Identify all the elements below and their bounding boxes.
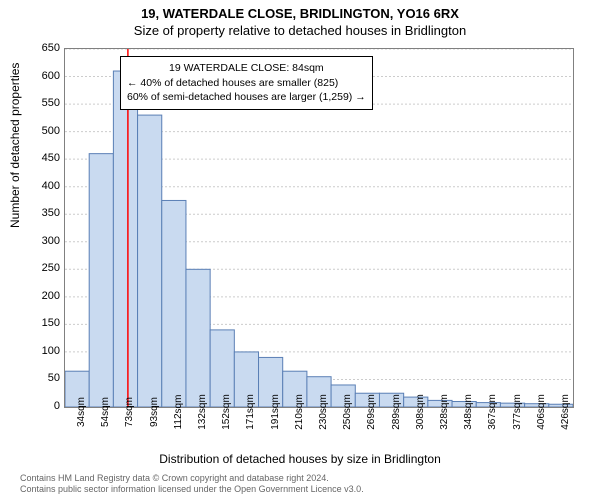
- y-tick: 300: [30, 235, 60, 247]
- x-tick: 191sqm: [270, 394, 281, 430]
- y-tick: 250: [30, 262, 60, 274]
- histogram-bar: [162, 200, 186, 407]
- y-tick: 500: [30, 125, 60, 137]
- y-tick: 150: [30, 317, 60, 329]
- x-tick: 93sqm: [149, 397, 160, 427]
- footer-attribution: Contains HM Land Registry data © Crown c…: [20, 473, 364, 496]
- histogram-bar: [89, 154, 113, 407]
- x-tick: 367sqm: [487, 394, 498, 430]
- y-tick: 200: [30, 290, 60, 302]
- annotation-line-3: 60% of semi-detached houses are larger (…: [127, 90, 366, 105]
- x-tick: 308sqm: [415, 394, 426, 430]
- annotation-line-1: 19 WATERDALE CLOSE: 84sqm: [127, 61, 366, 76]
- histogram-bar: [186, 269, 210, 407]
- y-tick: 350: [30, 207, 60, 219]
- y-tick: 550: [30, 97, 60, 109]
- x-tick: 132sqm: [197, 394, 208, 430]
- y-tick: 0: [30, 400, 60, 412]
- x-tick: 152sqm: [221, 394, 232, 430]
- page-address-title: 19, WATERDALE CLOSE, BRIDLINGTON, YO16 6…: [0, 0, 600, 21]
- x-tick: 230sqm: [318, 394, 329, 430]
- x-tick: 328sqm: [439, 394, 450, 430]
- y-tick: 650: [30, 42, 60, 54]
- x-tick: 377sqm: [512, 394, 523, 430]
- x-tick: 112sqm: [173, 395, 184, 430]
- y-tick: 400: [30, 180, 60, 192]
- page-subtitle: Size of property relative to detached ho…: [0, 21, 600, 38]
- histogram-bar: [113, 71, 137, 407]
- footer-line-1: Contains HM Land Registry data © Crown c…: [20, 473, 364, 485]
- y-tick: 600: [30, 70, 60, 82]
- x-tick: 406sqm: [536, 394, 547, 430]
- y-axis-label: Number of detached properties: [8, 63, 22, 228]
- y-tick: 450: [30, 152, 60, 164]
- x-tick: 54sqm: [100, 397, 111, 427]
- x-axis-label: Distribution of detached houses by size …: [0, 452, 600, 466]
- x-tick: 171sqm: [245, 394, 256, 430]
- marker-annotation-box: 19 WATERDALE CLOSE: 84sqm ← 40% of detac…: [120, 56, 373, 110]
- histogram-bar: [138, 115, 162, 407]
- x-tick: 73sqm: [124, 397, 135, 427]
- x-tick: 210sqm: [294, 394, 305, 430]
- annotation-line-2: ← 40% of detached houses are smaller (82…: [127, 76, 366, 91]
- x-tick: 348sqm: [463, 394, 474, 430]
- y-tick: 100: [30, 345, 60, 357]
- x-tick: 269sqm: [366, 394, 377, 430]
- x-tick: 289sqm: [391, 394, 402, 430]
- x-tick: 426sqm: [560, 394, 571, 430]
- y-tick: 50: [30, 372, 60, 384]
- x-tick: 250sqm: [342, 394, 353, 430]
- x-tick: 34sqm: [76, 397, 87, 427]
- footer-line-2: Contains public sector information licen…: [20, 484, 364, 496]
